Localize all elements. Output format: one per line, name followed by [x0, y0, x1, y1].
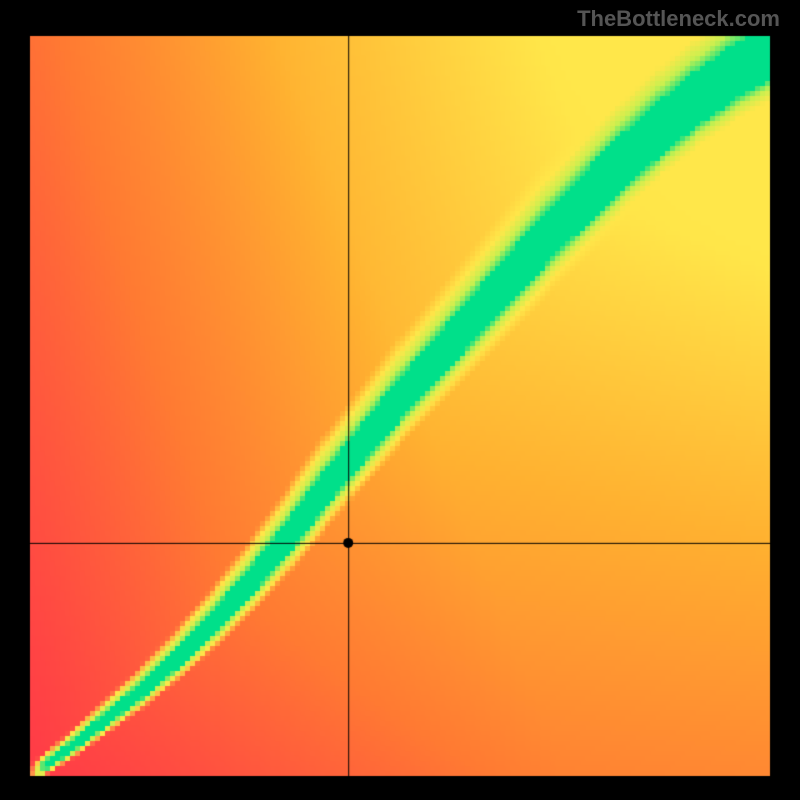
heatmap-canvas — [0, 0, 800, 800]
watermark-text: TheBottleneck.com — [577, 6, 780, 32]
chart-root: { "watermark": { "text": "TheBottleneck.… — [0, 0, 800, 800]
